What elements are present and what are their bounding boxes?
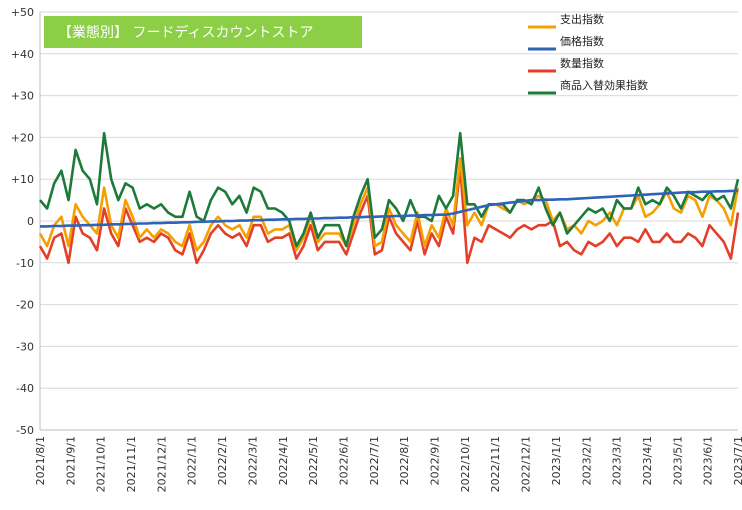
x-tick-label: 2021/11/1 — [125, 436, 138, 492]
x-tick-label: 2023/7/1 — [732, 436, 742, 485]
series-line — [40, 189, 738, 228]
x-tick-label: 2021/12/1 — [155, 436, 168, 492]
x-tick-label: 2023/3/1 — [611, 436, 624, 485]
x-tick-label: 2022/5/1 — [307, 436, 320, 485]
y-tick-label: +10 — [11, 173, 34, 186]
series-line — [39, 131, 740, 248]
title-background — [44, 16, 362, 48]
legend-label: 支出指数 — [560, 12, 604, 26]
x-tick-label: 2023/5/1 — [671, 436, 684, 485]
x-tick-label: 2022/3/1 — [246, 436, 259, 485]
x-axis-ticks: 2021/8/1 2021/9/1 2021/10/1 2021/11/1 2021/1… — [34, 436, 742, 492]
y-tick-label: +50 — [11, 6, 34, 19]
legend-label: 数量指数 — [560, 56, 604, 70]
x-tick-label: 2022/4/1 — [277, 436, 290, 485]
x-tick-label: 2022/7/1 — [368, 436, 381, 485]
series-line — [38, 157, 740, 252]
x-tick-label: 2022/9/1 — [429, 436, 442, 485]
x-tick-label: 2022/10/1 — [459, 436, 472, 492]
x-tick-label: 2023/1/1 — [550, 436, 563, 485]
y-tick-label: -20 — [16, 299, 34, 312]
y-tick-label: 0 — [27, 215, 34, 228]
x-tick-label: 2022/8/1 — [398, 436, 411, 485]
x-tick-label: 2021/9/1 — [64, 436, 77, 485]
legend-label: 価格指数 — [560, 34, 604, 48]
chart-title-box: 【業態別】 フードディスカウントストア — [44, 16, 362, 48]
x-tick-label: 2022/1/1 — [186, 436, 199, 485]
x-tick-label: 2022/6/1 — [337, 436, 350, 485]
y-tick-label: -30 — [16, 340, 34, 353]
y-tick-label: -50 — [16, 424, 34, 437]
x-tick-label: 2023/2/1 — [580, 436, 593, 485]
x-tick-label: 2022/12/1 — [520, 436, 533, 492]
y-tick-label: +30 — [11, 90, 34, 103]
y-axis-ticks: -50 -40 -30 -20 -10 0 +10 +20 +30 +40 +50 — [11, 6, 34, 437]
y-tick-label: -10 — [16, 257, 34, 270]
legend-label: 商品入替効果指数 — [560, 78, 648, 92]
x-tick-label: 2023/4/1 — [641, 436, 654, 485]
chart-title: 【業態別】 フードディスカウントストア — [58, 24, 313, 41]
y-tick-label: -40 — [16, 382, 34, 395]
series-lines — [38, 131, 740, 265]
x-tick-label: 2022/2/1 — [216, 436, 229, 485]
x-tick-label: 2023/6/1 — [702, 436, 715, 485]
x-tick-label: 2021/8/1 — [34, 436, 47, 485]
y-tick-label: +40 — [11, 48, 34, 61]
x-tick-label: 2021/10/1 — [95, 436, 108, 492]
y-tick-label: +20 — [11, 131, 34, 144]
x-tick-label: 2022/11/1 — [489, 436, 502, 492]
